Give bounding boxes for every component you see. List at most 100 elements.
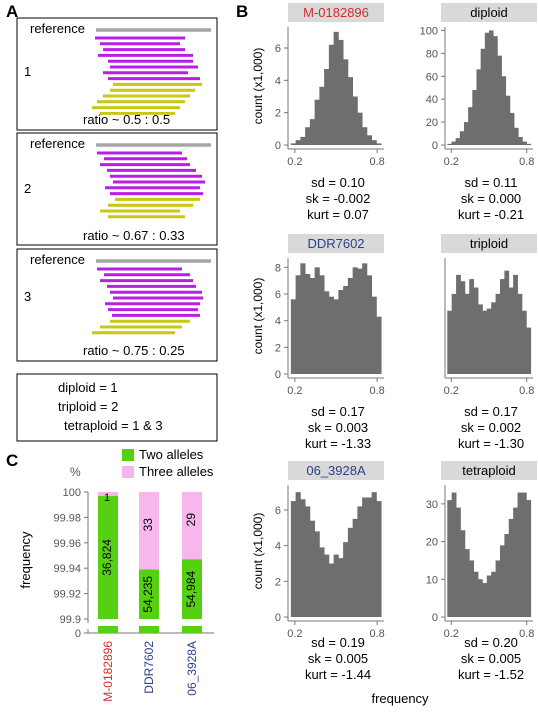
histogram-bar: [371, 296, 377, 374]
histogram-bar: [366, 135, 373, 145]
histogram-bar: [290, 501, 297, 617]
histogram-bar: [451, 141, 457, 145]
histogram-bar: [463, 122, 469, 145]
reads: [92, 267, 203, 335]
histogram-bar: [295, 140, 301, 145]
y-axis-label: frequency: [18, 531, 33, 589]
histogram-bar: [447, 310, 453, 374]
bar-two-alleles-lower: [98, 626, 118, 633]
histogram-bar: [517, 492, 523, 617]
stat-line: kurt = -1.44: [305, 667, 371, 682]
three-allele-count: 29: [184, 513, 198, 527]
histogram-bar: [526, 327, 532, 374]
histogram-bar: [295, 275, 301, 374]
histogram-bar: [513, 507, 518, 617]
y-tick-label: 99.94: [53, 563, 81, 575]
histogram-bar: [343, 542, 349, 617]
histogram-bar: [366, 275, 373, 374]
y-tick-label: 99.9: [60, 614, 81, 626]
reference-label: reference: [30, 252, 85, 267]
y-tick-label: 2: [275, 108, 281, 120]
reference-label: reference: [30, 136, 85, 151]
histogram-bar: [333, 299, 339, 374]
histogram-bar: [482, 583, 488, 617]
histogram-bar: [447, 500, 453, 617]
histogram-bar: [290, 299, 297, 374]
bar-two-alleles: [139, 569, 159, 619]
y-unit: %: [70, 465, 81, 479]
histogram-bar: [497, 55, 502, 145]
y-tick-label: 2: [275, 342, 281, 354]
histogram-bar: [522, 141, 527, 145]
x-tick-label: 0.2: [444, 385, 459, 397]
histogram-bar: [469, 560, 475, 617]
histogram-bar: [314, 99, 320, 145]
stat-line: sk = -0.002: [306, 191, 371, 206]
histogram-bar: [514, 127, 519, 145]
histogram-bar: [518, 136, 523, 145]
histogram-bar: [455, 138, 461, 145]
y-tick-label: 99.96: [53, 538, 81, 550]
panel-letter-c: C: [6, 451, 18, 470]
histogram-bar: [473, 287, 479, 374]
histogram-bar: [464, 293, 470, 374]
histogram-bar: [338, 290, 344, 374]
x-tick-label: 0.2: [287, 385, 302, 397]
y-tick-label: 2: [275, 576, 281, 588]
histogram-bar: [324, 291, 330, 374]
histogram-bar: [305, 506, 311, 617]
histogram-bar: [333, 31, 339, 145]
stat-line: sk = 0.005: [308, 651, 368, 666]
histogram-m-0182896: M-0182896 0 2 4 6 0.2 0.8 count (x1,000) sd = 0.…: [251, 3, 385, 222]
legend-label: Two alleles: [139, 447, 204, 462]
histogram-bar: [504, 534, 510, 617]
three-allele-count: 1: [104, 492, 110, 504]
panel-letter-a: A: [6, 2, 18, 21]
histogram-bar: [491, 302, 496, 374]
box-frame: [16, 373, 218, 442]
stat-line: sd = 0.17: [464, 404, 518, 419]
histogram-bar: [508, 518, 514, 617]
histogram-bar: [309, 520, 316, 617]
y-axis-label: count (x1,000): [251, 513, 265, 590]
histogram-bar: [495, 293, 501, 374]
bar-two-alleles: [98, 495, 118, 619]
histogram-bar: [343, 286, 349, 374]
histogram-bar: [521, 492, 527, 617]
two-allele-count: 54,235: [141, 576, 155, 613]
y-tick-label: 0: [275, 369, 281, 381]
legend-line-1: diploid = 1: [58, 380, 118, 395]
y-tick-label: 30: [426, 499, 438, 511]
x-tick-label: 0.8: [369, 628, 384, 640]
histogram-bar: [352, 96, 358, 145]
x-tick-label: 0.2: [287, 156, 302, 168]
histogram-06-3928a: 06_3928A 0 2 4 6 0.2 0.8 count (x1,000) sd = 0.1…: [251, 461, 385, 682]
histogram-bar: [464, 549, 470, 617]
histogram-bar: [491, 571, 496, 617]
histogram-bar: [300, 136, 306, 145]
legend-swatch: [122, 466, 134, 478]
ratio-label: ratio ~ 0.75 : 0.25: [83, 343, 185, 358]
legend-swatch: [122, 449, 134, 461]
panel-b: M-0182896 0 2 4 6 0.2 0.8 count (x1,000) sd = 0.…: [251, 3, 537, 706]
x-tick-label: 0.2: [444, 156, 459, 168]
stat-line: sd = 0.20: [464, 635, 518, 650]
panel-a: reference 1 ratio ~ 0.5 : 0.5 reference …: [16, 17, 218, 442]
histogram-bar: [328, 296, 335, 374]
three-allele-count: 33: [141, 518, 155, 532]
histogram-ddr7602: DDR7602 0 2 4 6 8 0.2 0.8 count (x1,000) sd = 0.1…: [251, 234, 385, 451]
histogram-bar: [309, 119, 316, 145]
stat-line: kurt = -1.52: [458, 667, 524, 682]
bar-three-alleles: [139, 492, 159, 570]
title-box: [441, 461, 537, 480]
histogram-bar: [319, 275, 325, 374]
histogram-bar: [376, 501, 382, 617]
histogram-bar: [460, 530, 466, 617]
histogram-bar: [338, 39, 344, 146]
chart-title: M-0182896: [303, 5, 369, 20]
legend-line-2: triploid = 2: [58, 399, 118, 414]
histogram-bar: [328, 563, 335, 617]
